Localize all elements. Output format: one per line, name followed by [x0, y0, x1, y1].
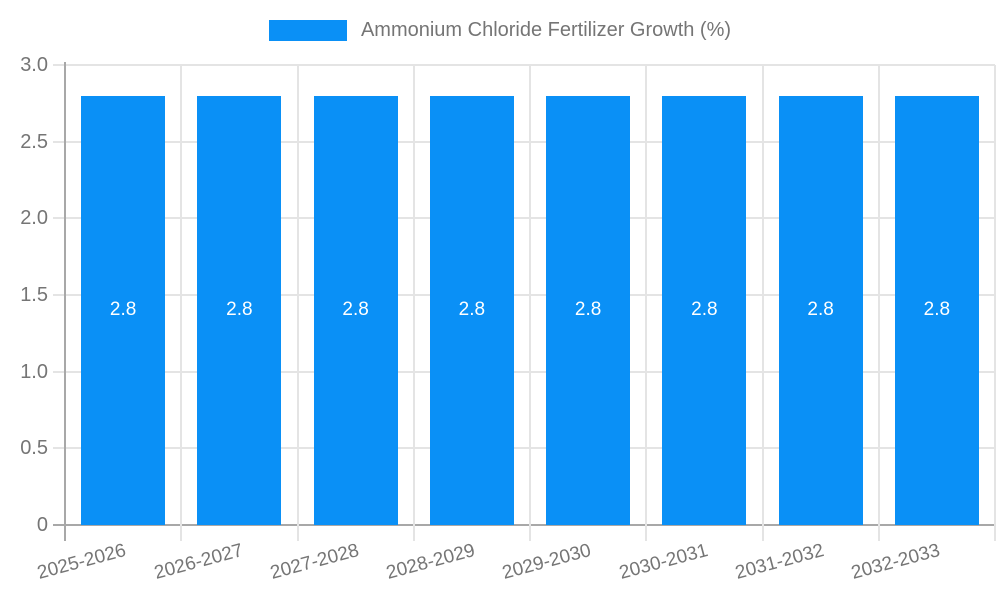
- x-tick-label: 2026-2027: [151, 540, 245, 584]
- v-gridline: [412, 65, 415, 541]
- v-gridline: [180, 65, 183, 541]
- legend[interactable]: Ammonium Chloride Fertilizer Growth (%): [0, 18, 1000, 42]
- y-tick-label: 0: [36, 514, 48, 536]
- h-gridline: [53, 370, 995, 373]
- x-tick-label: 2030-2031: [616, 540, 710, 584]
- bar[interactable]: [894, 95, 979, 525]
- bar[interactable]: [662, 95, 747, 525]
- x-tick-label: 2031-2032: [732, 540, 827, 584]
- bar-value-label: 2.8: [923, 299, 951, 321]
- x-axis-line: [53, 524, 995, 526]
- bar-value-label: 2.8: [109, 299, 137, 321]
- bar-value-label: 2.8: [807, 299, 834, 321]
- y-tick-label: 1.5: [20, 284, 48, 306]
- bar-value-label: 2.8: [574, 299, 602, 321]
- x-tick-label: 2028-2029: [384, 540, 478, 584]
- y-tick-label: 0.5: [20, 437, 48, 460]
- h-gridline: [53, 140, 995, 143]
- h-gridline: [53, 294, 995, 296]
- h-gridline: [53, 447, 995, 450]
- bar-value-label: 2.8: [691, 299, 718, 321]
- h-gridline: [53, 64, 995, 66]
- v-gridline: [877, 65, 880, 541]
- y-axis-line: [64, 62, 66, 541]
- bar[interactable]: [546, 95, 631, 525]
- y-tick-label: 3.0: [20, 54, 48, 76]
- v-gridline: [645, 65, 648, 541]
- bar[interactable]: [429, 95, 514, 525]
- bar-value-label: 2.8: [342, 299, 369, 321]
- v-gridline: [761, 65, 764, 541]
- v-gridline: [994, 65, 996, 541]
- legend-label: Ammonium Chloride Fertilizer Growth (%): [360, 19, 732, 41]
- bar[interactable]: [778, 95, 863, 525]
- bar[interactable]: [197, 95, 282, 525]
- x-tick-label: 2027-2028: [267, 540, 362, 584]
- bar-value-label: 2.8: [226, 299, 253, 321]
- y-tick-label: 2.5: [20, 130, 48, 153]
- bar[interactable]: [81, 95, 166, 525]
- bar[interactable]: [313, 95, 398, 525]
- x-tick-label: 2029-2030: [500, 540, 594, 584]
- bar-value-label: 2.8: [458, 299, 486, 321]
- y-tick-label: 2.0: [20, 207, 48, 230]
- x-tick-label: 2025-2026: [35, 540, 129, 584]
- x-tick-label: 2032-2033: [849, 540, 943, 584]
- v-gridline: [529, 65, 531, 541]
- y-tick-label: 1.0: [20, 360, 48, 383]
- v-gridline: [296, 65, 299, 541]
- legend-swatch: [268, 19, 347, 41]
- h-gridline: [53, 217, 995, 220]
